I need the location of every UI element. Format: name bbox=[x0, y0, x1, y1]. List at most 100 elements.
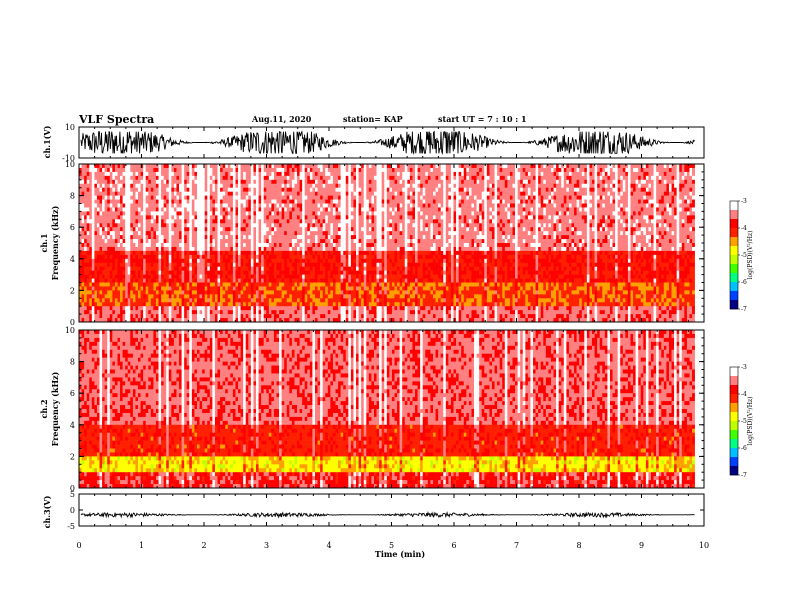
spectrogram-cell bbox=[202, 171, 205, 177]
spectrogram-cell bbox=[235, 235, 239, 240]
spectrogram-cell bbox=[102, 167, 105, 173]
spectrogram-cell bbox=[263, 278, 267, 283]
spectrogram-cell bbox=[384, 187, 388, 192]
spectrogram-cell bbox=[91, 183, 95, 188]
spectrogram-cell bbox=[230, 270, 234, 275]
spectrogram-cell bbox=[96, 302, 100, 307]
spectrogram-cell bbox=[297, 314, 300, 319]
spectrogram-cell bbox=[302, 175, 306, 181]
spectrogram-cell bbox=[191, 223, 195, 228]
spectrogram-cell bbox=[81, 215, 85, 220]
spectrogram-cell bbox=[307, 282, 311, 287]
spectrogram-cell bbox=[109, 167, 113, 173]
spectrogram-cell bbox=[294, 219, 298, 224]
spectrogram-cell bbox=[338, 286, 341, 291]
spectrogram-cell bbox=[307, 164, 311, 169]
spectrogram-cell bbox=[322, 266, 326, 271]
spectrogram-cell bbox=[209, 246, 213, 252]
spectrogram-cell bbox=[348, 179, 352, 185]
spectrogram-cell bbox=[291, 195, 295, 200]
spectrogram-cell bbox=[125, 298, 129, 303]
spectrogram-cell bbox=[109, 246, 113, 252]
spectrogram-cell bbox=[304, 258, 308, 264]
spectrogram-cell bbox=[189, 223, 193, 228]
spectrogram-cell bbox=[102, 314, 105, 319]
spectrogram-cell bbox=[340, 298, 344, 303]
spectrogram-cell bbox=[125, 302, 129, 307]
spectrogram-cell bbox=[153, 274, 157, 279]
spectrogram-cell bbox=[189, 195, 193, 200]
spectrogram-cell bbox=[343, 239, 347, 244]
spectrogram-cell bbox=[371, 298, 375, 303]
spectrogram-cell bbox=[294, 164, 298, 169]
spectrogram-cell bbox=[276, 171, 280, 177]
spectrogram-cell bbox=[238, 235, 241, 240]
spectrogram-cell bbox=[135, 164, 139, 169]
spectrogram-cell bbox=[314, 219, 318, 224]
spectrogram-cell bbox=[340, 282, 344, 287]
spectrogram-cell bbox=[273, 258, 277, 264]
spectrogram-cell bbox=[330, 318, 334, 323]
spectrogram-cell bbox=[235, 187, 239, 192]
spectrogram-cell bbox=[338, 318, 341, 323]
spectrogram-cell bbox=[276, 290, 280, 295]
spectrogram-cell bbox=[225, 183, 229, 188]
spectrogram-cell bbox=[391, 195, 395, 200]
spectrogram-cell bbox=[186, 254, 190, 260]
spectrogram-cell bbox=[155, 298, 159, 303]
spectrogram-cell bbox=[348, 199, 352, 204]
spectrogram-cell bbox=[279, 318, 282, 323]
spectrogram-cell bbox=[268, 235, 272, 240]
spectrogram-cell bbox=[194, 282, 198, 287]
spectrogram-cell bbox=[184, 191, 188, 196]
spectrogram-cell bbox=[114, 294, 118, 299]
spectrogram-cell bbox=[299, 258, 303, 264]
spectrogram-cell bbox=[240, 191, 244, 196]
spectrogram-cell bbox=[158, 239, 162, 244]
spectrogram-cell bbox=[79, 231, 82, 236]
spectrogram-cell bbox=[235, 175, 239, 181]
spectrogram-cell bbox=[379, 314, 382, 319]
spectrogram-cell bbox=[276, 223, 280, 228]
spectrogram-cell bbox=[281, 258, 285, 264]
spectrogram-cell bbox=[248, 306, 252, 311]
spectrogram-cell bbox=[317, 254, 321, 260]
spectrogram-cell bbox=[248, 167, 252, 173]
spectrogram-cell bbox=[235, 318, 239, 323]
spectrogram-cell bbox=[186, 187, 190, 192]
spectrogram-cell bbox=[158, 290, 162, 295]
spectrogram-cell bbox=[368, 223, 372, 228]
spectrogram-cell bbox=[194, 231, 198, 236]
spectrogram-cell bbox=[79, 298, 82, 303]
spectrogram-cell bbox=[220, 306, 223, 311]
spectrogram-cell bbox=[263, 215, 267, 220]
spectrogram-cell bbox=[271, 187, 275, 192]
spectrogram-cell bbox=[204, 294, 208, 299]
spectrogram-cell bbox=[384, 171, 388, 177]
spectrogram-cell bbox=[102, 250, 105, 256]
spectrogram-cell bbox=[309, 278, 313, 283]
spectrogram-cell bbox=[120, 250, 123, 256]
spectrogram-cell bbox=[348, 183, 352, 188]
spectrogram-cell bbox=[196, 183, 200, 188]
spectrogram-cell bbox=[79, 175, 82, 181]
spectrogram-cell bbox=[130, 250, 134, 256]
spectrogram-cell bbox=[340, 266, 344, 271]
spectrogram-cell bbox=[104, 211, 108, 216]
ch1-spectrogram-image bbox=[79, 164, 695, 323]
spectrogram-cell bbox=[145, 187, 149, 192]
spectrogram-cell bbox=[317, 235, 321, 240]
spectrogram-cell bbox=[384, 175, 388, 181]
spectrogram-cell bbox=[204, 175, 208, 181]
spectrogram-cell bbox=[107, 266, 111, 271]
spectrogram-cell bbox=[322, 278, 326, 283]
spectrogram-cell bbox=[281, 302, 285, 307]
spectrogram-cell bbox=[307, 235, 311, 240]
spectrogram-cell bbox=[271, 318, 275, 323]
spectrogram-cell bbox=[379, 278, 382, 283]
spectrogram-cell bbox=[294, 191, 298, 196]
spectrogram-cell bbox=[317, 179, 321, 185]
spectrogram-cell bbox=[279, 179, 282, 185]
spectrogram-cell bbox=[317, 294, 321, 299]
spectrogram-cell bbox=[348, 215, 352, 220]
